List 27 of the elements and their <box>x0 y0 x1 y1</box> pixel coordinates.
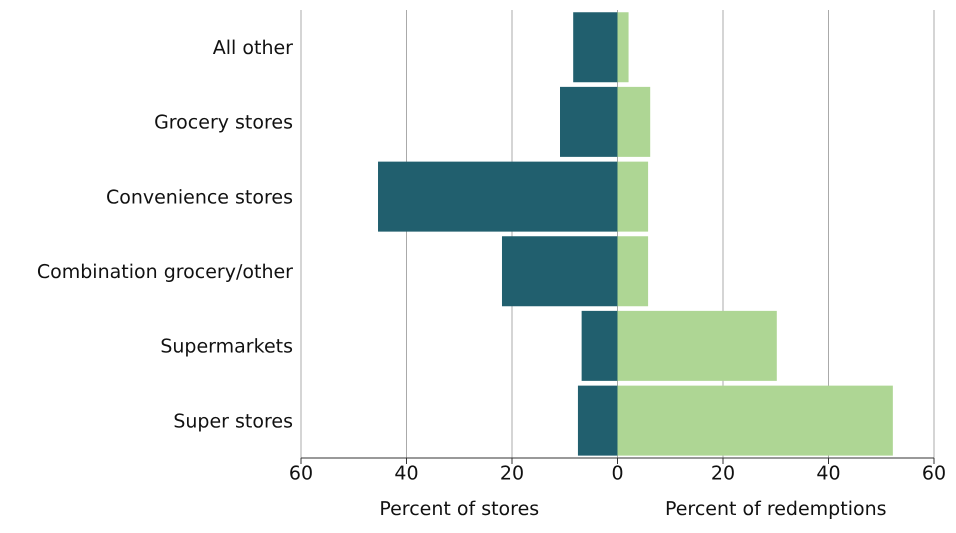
x-tick-label: 20 <box>710 462 736 484</box>
bar <box>378 162 618 232</box>
text: Percent of redemptions <box>664 498 888 520</box>
bar <box>618 386 893 456</box>
bar <box>502 236 618 306</box>
x-tick-label: 20 <box>500 462 524 484</box>
x-axis-title: Percent of stores <box>378 498 540 520</box>
bar <box>573 12 618 82</box>
x-tick-label: 60 <box>922 462 946 484</box>
x-tick-label: 40 <box>394 462 419 484</box>
bar <box>618 310 777 381</box>
y-tick-label: Grocery stores <box>154 112 293 134</box>
y-tick-label: Convenience stores <box>106 186 293 208</box>
bar <box>618 86 650 157</box>
x-tick-label: 40 <box>816 462 841 484</box>
x-tick-label: 60 <box>288 462 314 484</box>
x-tick-label: 0 <box>611 462 624 484</box>
bar <box>582 310 618 381</box>
y-tick-label: Supermarkets <box>160 336 293 358</box>
y-tick-label: All other <box>212 37 294 60</box>
bar <box>578 386 618 456</box>
bar <box>560 86 618 157</box>
bar <box>618 236 648 306</box>
bar <box>618 12 629 82</box>
bar <box>618 162 648 232</box>
y-tick-label: Super stores <box>173 410 293 432</box>
y-tick-label: Combination grocery/other <box>36 261 294 284</box>
